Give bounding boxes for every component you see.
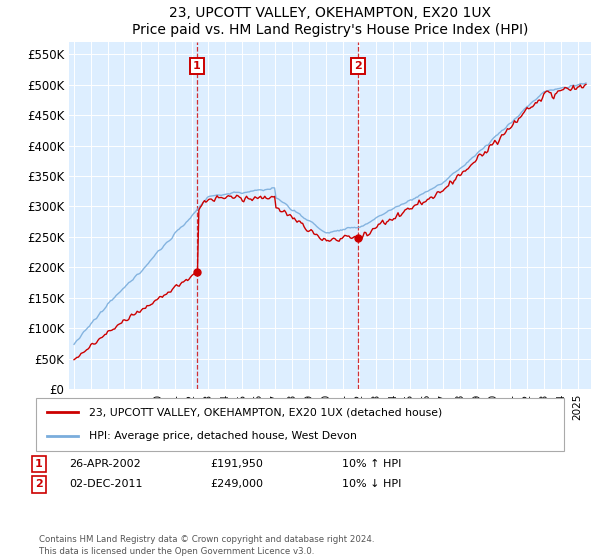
Text: 1: 1 <box>35 459 43 469</box>
Text: HPI: Average price, detached house, West Devon: HPI: Average price, detached house, West… <box>89 431 356 441</box>
Text: 02-DEC-2011: 02-DEC-2011 <box>69 479 143 489</box>
Text: 10% ↑ HPI: 10% ↑ HPI <box>342 459 401 469</box>
Text: £191,950: £191,950 <box>210 459 263 469</box>
Text: Contains HM Land Registry data © Crown copyright and database right 2024.
This d: Contains HM Land Registry data © Crown c… <box>39 535 374 556</box>
Text: 2: 2 <box>354 62 362 71</box>
Text: 2: 2 <box>35 479 43 489</box>
FancyBboxPatch shape <box>36 398 564 451</box>
Title: 23, UPCOTT VALLEY, OKEHAMPTON, EX20 1UX
Price paid vs. HM Land Registry's House : 23, UPCOTT VALLEY, OKEHAMPTON, EX20 1UX … <box>132 7 528 36</box>
Text: 23, UPCOTT VALLEY, OKEHAMPTON, EX20 1UX (detached house): 23, UPCOTT VALLEY, OKEHAMPTON, EX20 1UX … <box>89 408 442 418</box>
Text: 26-APR-2002: 26-APR-2002 <box>69 459 141 469</box>
Text: 1: 1 <box>193 62 201 71</box>
Text: £249,000: £249,000 <box>210 479 263 489</box>
Text: 10% ↓ HPI: 10% ↓ HPI <box>342 479 401 489</box>
